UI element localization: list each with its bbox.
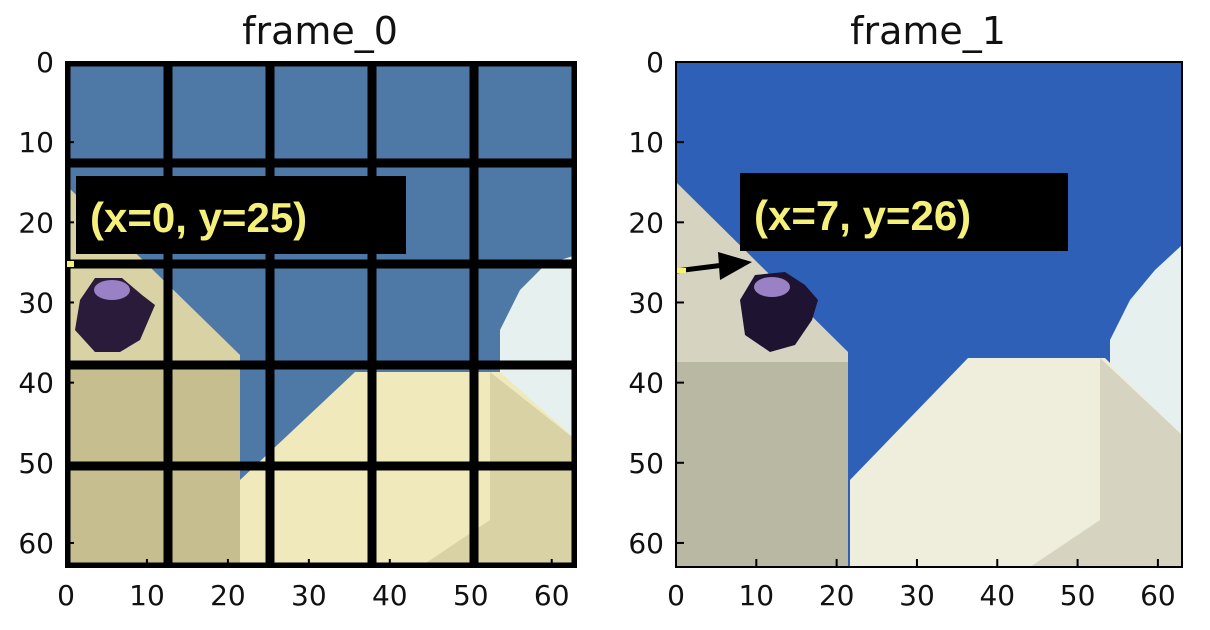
x-tick-label: 50 <box>1060 579 1096 612</box>
y-marker <box>676 268 686 273</box>
x-tick-label: 0 <box>57 579 75 612</box>
x-tick-label: 40 <box>979 579 1015 612</box>
position-label-bg <box>76 176 406 254</box>
frame-title: frame_1 <box>850 9 1006 53</box>
x-tick-label: 50 <box>453 579 489 612</box>
game-image: (x=7, y=26) <box>676 62 1182 567</box>
position-label-bg <box>740 173 1068 251</box>
y-tick-label: 30 <box>18 286 54 319</box>
y-axis-ticks: 0 10 20 30 40 50 60 <box>628 46 684 560</box>
x-axis-ticks: 0 10 20 30 40 50 60 <box>667 559 1176 612</box>
x-tick-label: 10 <box>129 579 165 612</box>
x-tick-label: 0 <box>667 579 685 612</box>
y-tick-label: 60 <box>628 527 664 560</box>
y-tick-label: 0 <box>646 46 664 79</box>
x-tick-label: 20 <box>819 579 855 612</box>
frame-panel-1: frame_1 (x=7, y=26) 0 10 20 30 40 50 60 0 10 20 3… <box>628 9 1183 612</box>
x-tick-label: 60 <box>534 579 570 612</box>
y-tick-label: 60 <box>18 527 54 560</box>
grid-overlay <box>66 62 576 567</box>
player-ball <box>740 272 818 352</box>
valley-ground <box>850 358 1182 567</box>
y-tick-label: 20 <box>628 206 664 239</box>
x-axis-ticks: 0 10 20 30 40 50 60 <box>57 559 570 612</box>
x-tick-label: 30 <box>291 579 327 612</box>
game-image: (x=0, y=25) <box>66 62 576 567</box>
x-tick-label: 60 <box>1140 579 1176 612</box>
y-marker <box>66 261 74 267</box>
x-tick-label: 10 <box>738 579 774 612</box>
y-tick-label: 20 <box>18 206 54 239</box>
y-tick-label: 30 <box>628 286 664 319</box>
position-label: (x=0, y=25) <box>90 194 307 241</box>
right-shadow <box>1030 358 1182 567</box>
plot-frame <box>675 61 1183 568</box>
x-tick-label: 40 <box>372 579 408 612</box>
y-tick-label: 10 <box>18 126 54 159</box>
plot-frame <box>65 61 577 568</box>
y-axis-ticks: 0 10 20 30 40 50 60 <box>18 46 74 560</box>
frame-panel-0: frame_0 (x=0, y=25) 0 10 20 30 40 50 60 0 10 20 3… <box>18 9 577 612</box>
player-ball <box>75 278 155 352</box>
y-tick-label: 0 <box>36 46 54 79</box>
x-tick-label: 20 <box>210 579 246 612</box>
y-tick-label: 50 <box>18 447 54 480</box>
y-tick-label: 40 <box>18 367 54 400</box>
frame-title: frame_0 <box>242 9 398 53</box>
y-tick-label: 10 <box>628 126 664 159</box>
lower-ground <box>676 362 848 567</box>
y-tick-label: 50 <box>628 447 664 480</box>
y-tick-label: 40 <box>628 367 664 400</box>
position-label: (x=7, y=26) <box>754 192 971 239</box>
x-tick-label: 30 <box>899 579 935 612</box>
